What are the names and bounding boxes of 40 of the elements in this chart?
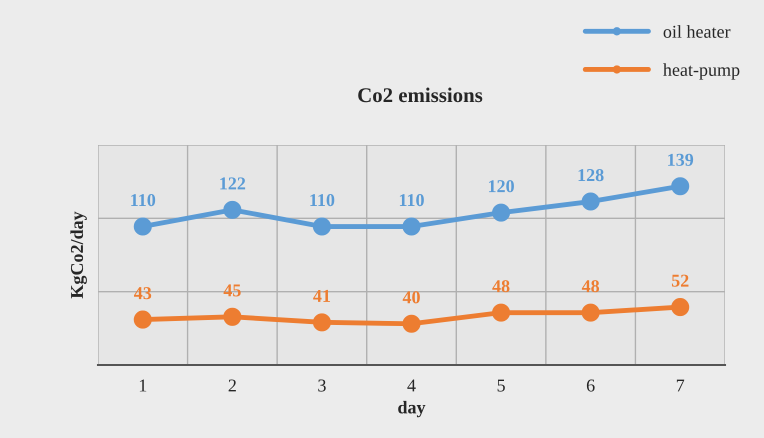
x-tick-label: 7: [676, 380, 684, 392]
data-label: 40: [402, 291, 420, 304]
point: [402, 314, 421, 333]
data-label: 41: [313, 290, 330, 302]
x-tick-label: 3: [318, 379, 326, 392]
x-tick-label: 6: [586, 379, 595, 392]
point: [223, 200, 242, 219]
data-label: 110: [310, 194, 334, 206]
chart-title: Co2 emissions: [358, 88, 482, 102]
legend-label: oil heater: [664, 25, 730, 38]
data-label: 139: [668, 154, 694, 166]
x-tick-label: 4: [407, 380, 416, 392]
data-label: 52: [672, 274, 688, 287]
point: [492, 304, 510, 322]
data-label: 110: [131, 194, 156, 206]
point: [492, 204, 510, 222]
data-label: 43: [134, 287, 152, 300]
data-label: 122: [220, 177, 246, 190]
point: [582, 304, 600, 322]
data-label: 120: [488, 180, 514, 192]
point: [671, 177, 690, 196]
point: [134, 218, 152, 236]
y-axis-title: KgCo2/day: [70, 212, 87, 298]
x-tick-label: 1: [140, 380, 146, 392]
x-tick-label: 2: [228, 379, 236, 392]
point: [223, 308, 242, 326]
x-tick-label: 5: [498, 380, 505, 392]
legend-label: heat-pump: [663, 63, 740, 80]
point: [312, 313, 331, 332]
data-label: 110: [400, 194, 424, 206]
data-label: 48: [492, 280, 510, 292]
point: [671, 298, 690, 316]
data-label: 48: [582, 280, 600, 292]
point: [582, 192, 600, 211]
x-axis-title: day: [398, 400, 426, 418]
data-label: 45: [224, 284, 241, 296]
point: [312, 218, 331, 236]
data-label: 128: [578, 169, 604, 182]
point: [402, 218, 421, 236]
point: [134, 310, 152, 329]
